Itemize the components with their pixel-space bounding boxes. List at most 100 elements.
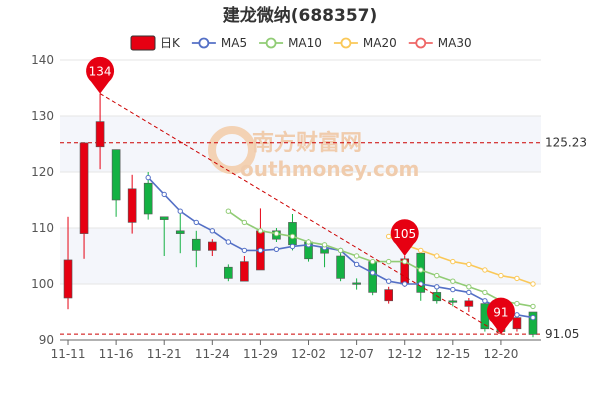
reference-label: 91.05: [545, 327, 579, 341]
ma5-point: [177, 208, 183, 214]
chart-title: 建龙微纳(688357): [223, 5, 378, 26]
ma5-point: [241, 247, 248, 254]
ma5-point: [257, 247, 264, 254]
ma5-point: [514, 312, 520, 318]
annotation-pin: 91: [486, 297, 515, 335]
legend-item: MA5: [191, 36, 247, 50]
ma10-point: [466, 284, 472, 290]
ma10-point: [305, 239, 312, 245]
candle: [95, 93, 105, 170]
candle-body: [528, 311, 538, 335]
candle-body: [512, 317, 522, 330]
ma20-point: [498, 272, 504, 279]
candle-body: [336, 255, 345, 279]
legend-label: MA20: [363, 36, 397, 50]
candle-body: [416, 252, 426, 293]
x-tick-label: 12-15: [435, 347, 470, 361]
grid-band: [60, 228, 541, 284]
watermark: 南方财富网 outhmoney.com: [208, 126, 419, 181]
trend-line: [99, 93, 502, 335]
legend: 日K MA5 MA10 MA20 MA30: [130, 35, 472, 51]
grid-bands: [60, 116, 541, 284]
watermark-logo-icon: [208, 126, 256, 174]
trend-line: [99, 93, 502, 335]
ma10-point: [514, 300, 520, 307]
candle: [240, 256, 249, 282]
ma10-point: [530, 303, 536, 310]
ma20-point: [418, 247, 424, 254]
legend-item: 日K: [130, 35, 181, 51]
candle-body: [384, 289, 393, 302]
candle: [352, 278, 361, 290]
candle: [448, 298, 458, 307]
ma20-point: [482, 267, 488, 273]
candle-body: [127, 188, 137, 223]
pin-label: 134: [89, 65, 112, 79]
candle-body: [432, 292, 442, 302]
candle-body: [95, 121, 105, 148]
candle: [224, 264, 233, 282]
ma5-point: [402, 281, 408, 287]
pin-label: 105: [393, 227, 416, 241]
candle-body: [288, 222, 297, 246]
candle: [256, 208, 265, 271]
candle: [336, 253, 345, 282]
candle: [512, 314, 522, 332]
ma10-point: [450, 278, 456, 284]
ma20-point: [466, 261, 472, 268]
legend-label: MA5: [221, 36, 247, 50]
candle: [63, 216, 73, 310]
candle: [111, 149, 121, 217]
ma10-point: [321, 242, 328, 248]
reference-lines: 125.23 91.05: [60, 136, 587, 341]
legend-swatch-dot: [340, 37, 352, 49]
legend-item: MA20: [333, 36, 397, 50]
candle-body: [191, 238, 201, 251]
x-tick-label: 11-29: [243, 347, 278, 361]
y-tick-label: 110: [31, 221, 54, 235]
ma20-line: [388, 235, 534, 285]
legend-label: MA30: [438, 36, 472, 50]
ma10-point: [402, 258, 408, 265]
pin-marker-icon: [390, 219, 419, 256]
ma5-point: [273, 246, 280, 252]
candle: [208, 239, 217, 256]
candle-body: [159, 216, 169, 220]
ma10-point: [482, 289, 488, 296]
x-tick-label: 11-11: [51, 347, 86, 361]
axes: 90 100 110 120 130 140 11-11 11-16 11-21 11-24 11-…: [31, 53, 541, 361]
candle-body: [448, 300, 458, 303]
candle-body: [63, 259, 73, 299]
legend-item: MA10: [259, 36, 322, 50]
ma10-point: [385, 258, 392, 265]
legend-swatch-dot: [198, 37, 210, 49]
candle: [79, 142, 89, 259]
ma10-point: [273, 230, 280, 237]
candle-body: [208, 241, 217, 251]
pin-label: 91: [493, 305, 508, 319]
y-tick-label: 130: [31, 109, 54, 123]
candle: [159, 216, 169, 256]
ma5-point: [225, 239, 232, 245]
x-tick-label: 11-24: [195, 347, 230, 361]
ma10-point: [225, 208, 232, 214]
ma10-point: [369, 258, 376, 265]
legend-swatch-dot: [415, 37, 427, 49]
candle: [175, 214, 185, 254]
annotation-pin: 134: [86, 56, 115, 94]
candle-body: [79, 142, 89, 234]
legend-swatch-dot: [265, 37, 277, 49]
ma10-line: [227, 210, 534, 308]
y-tick-label: 90: [39, 333, 54, 347]
y-tick-label: 100: [31, 277, 54, 291]
ma5-point: [193, 219, 199, 226]
candle-body: [175, 230, 185, 234]
ma5-point: [385, 278, 392, 284]
annotation-pin: 105: [390, 219, 419, 256]
ma20-point: [450, 258, 456, 265]
ma5-point: [530, 314, 536, 321]
ma10-point: [289, 233, 296, 240]
x-tick-label: 12-07: [339, 347, 374, 361]
pin-marker-icon: [486, 297, 515, 335]
